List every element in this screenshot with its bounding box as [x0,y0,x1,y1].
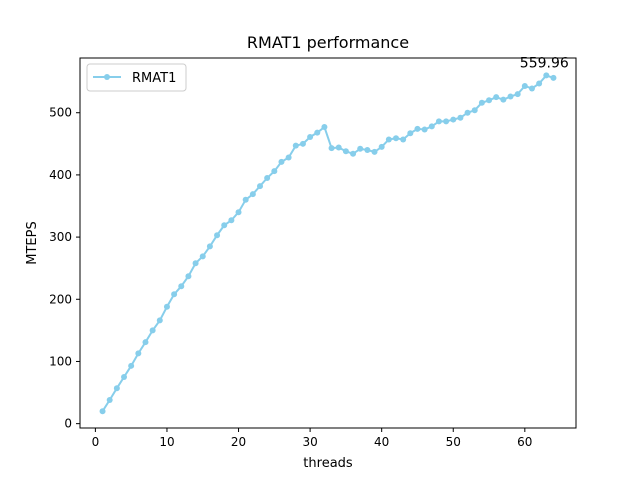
x-tick-label: 60 [517,435,532,449]
x-tick-label: 40 [374,435,389,449]
data-point [429,123,435,129]
data-point [107,397,113,403]
data-point [457,115,463,121]
legend-label: RMAT1 [132,71,176,86]
y-tick-label: 100 [49,354,72,368]
data-point [114,385,120,391]
data-point [286,154,292,160]
data-point [100,408,106,414]
data-point [372,149,378,155]
data-point [543,72,549,78]
data-point [250,191,256,197]
data-point [329,145,335,151]
data-point [414,126,420,132]
data-point [472,107,478,113]
data-point [407,130,413,136]
data-point [443,118,449,124]
data-point [493,94,499,100]
data-point [400,136,406,142]
data-point [300,141,306,147]
legend-marker [104,74,110,80]
x-axis-label: threads [303,456,353,471]
x-tick-label: 0 [92,435,100,449]
y-tick-label: 400 [49,168,72,182]
data-point [128,363,134,369]
data-point [379,144,385,150]
data-point [393,135,399,141]
data-point [357,146,363,152]
y-tick-label: 200 [49,292,72,306]
x-tick-label: 10 [159,435,174,449]
annotation-layer: 559.96 [520,55,569,71]
data-point [135,350,141,356]
data-point [522,83,528,89]
legend: RMAT1 [87,64,186,91]
x-tick-label: 50 [446,435,461,449]
data-point [529,85,535,91]
data-point [178,283,184,289]
data-point [150,327,156,333]
data-point [293,143,299,149]
data-point [214,232,220,238]
data-point [121,374,127,380]
data-point [343,148,349,154]
data-point [336,145,342,151]
data-point [508,94,514,100]
y-tick-label: 0 [64,417,72,431]
data-point [422,127,428,133]
y-tick-label: 300 [49,230,72,244]
x-tick-label: 30 [302,435,317,449]
data-point [257,183,263,189]
chart-title: RMAT1 performance [247,33,409,52]
data-point [164,304,170,310]
y-axis-label: MTEPS [25,221,40,264]
data-point [157,317,163,323]
data-point [207,243,213,249]
data-point [264,175,270,181]
data-point [236,209,242,215]
data-point [142,339,148,345]
data-point [200,253,206,259]
data-point [228,217,234,223]
data-point [486,97,492,103]
y-tick-label: 500 [49,106,72,120]
data-point [386,136,392,142]
data-point [185,273,191,279]
data-point [193,260,199,266]
data-point [321,124,327,130]
data-point [550,75,556,81]
data-point [171,291,177,297]
data-point [479,100,485,106]
data-point [221,222,227,228]
data-point [465,110,471,116]
data-point [307,134,313,140]
data-point [436,118,442,124]
data-point [350,151,356,157]
data-point [450,117,456,123]
data-point [536,80,542,86]
data-point [243,197,249,203]
data-point [500,97,506,103]
data-point [278,159,284,165]
x-tick-label: 20 [231,435,246,449]
data-point [271,168,277,174]
data-label: 559.96 [520,55,569,71]
data-point [314,130,320,136]
data-point [515,91,521,97]
data-point [364,147,370,153]
